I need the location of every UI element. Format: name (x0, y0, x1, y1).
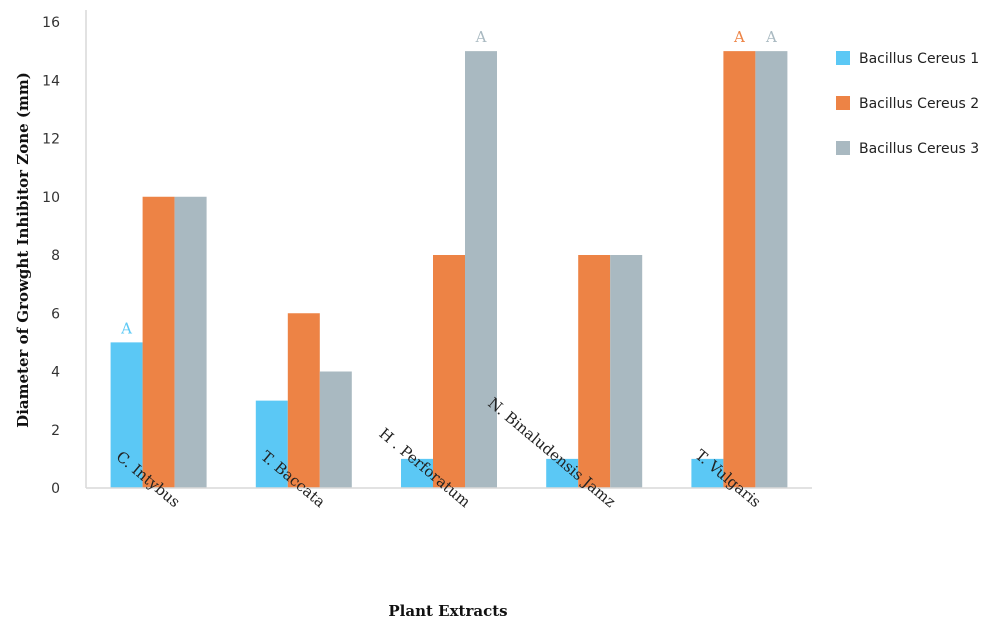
bar-bacillus-cereus-2-1 (142, 196, 175, 488)
legend-swatch (836, 51, 850, 65)
y-tick-label: 6 (51, 306, 60, 322)
annotation-label: A (475, 28, 487, 46)
bar-bacillus-cereus-2-5 (723, 51, 756, 488)
bar-bacillus-cereus-2-4 (578, 255, 611, 488)
y-tick-label: 4 (51, 365, 60, 381)
bar-bacillus-cereus-1-2 (255, 400, 288, 488)
bar-bacillus-cereus-2-2 (287, 313, 320, 488)
y-axis-title: Diameter of Growght Inhibitor Zone (mm) (14, 72, 32, 428)
bar-bacillus-cereus-3-3 (465, 51, 497, 488)
y-tick-label: 16 (42, 15, 60, 31)
bar-bacillus-cereus-1-3 (401, 458, 433, 488)
bar-bacillus-cereus-1-4 (546, 458, 579, 488)
legend-label: Bacillus Cereus 2 (859, 96, 979, 112)
bar-bacillus-cereus-3-2 (319, 371, 352, 488)
bar-bacillus-cereus-3-5 (755, 51, 788, 488)
annotation-label: A (765, 28, 777, 46)
bar-bacillus-cereus-1-1 (110, 342, 143, 488)
bars (110, 51, 788, 488)
y-tick-label: 2 (51, 423, 60, 439)
legend-label: Bacillus Cereus 3 (859, 141, 979, 157)
bar-bacillus-cereus-1-5 (691, 458, 724, 488)
legend-swatch (836, 96, 850, 110)
x-axis-title: Plant Extracts (388, 602, 507, 620)
legend-label: Bacillus Cereus 1 (859, 51, 979, 67)
bar-bacillus-cereus-2-3 (433, 255, 465, 488)
legend: Bacillus Cereus 1 Bacillus Cereus 2 Bacill… (836, 51, 979, 157)
bar-annotations: A A A A (120, 28, 777, 337)
bar-bacillus-cereus-3-1 (174, 196, 207, 488)
annotation-label: A (120, 319, 132, 337)
y-tick-label: 12 (42, 132, 60, 148)
bar-bacillus-cereus-3-4 (610, 255, 643, 488)
y-axis-ticks: 0 2 4 6 8 10 12 14 16 (42, 15, 60, 497)
annotation-label: A (733, 28, 745, 46)
y-tick-label: 8 (51, 248, 60, 264)
y-tick-label: 14 (42, 73, 60, 89)
legend-swatch (836, 141, 850, 155)
y-tick-label: 10 (42, 190, 60, 206)
y-tick-label: 0 (51, 481, 60, 497)
